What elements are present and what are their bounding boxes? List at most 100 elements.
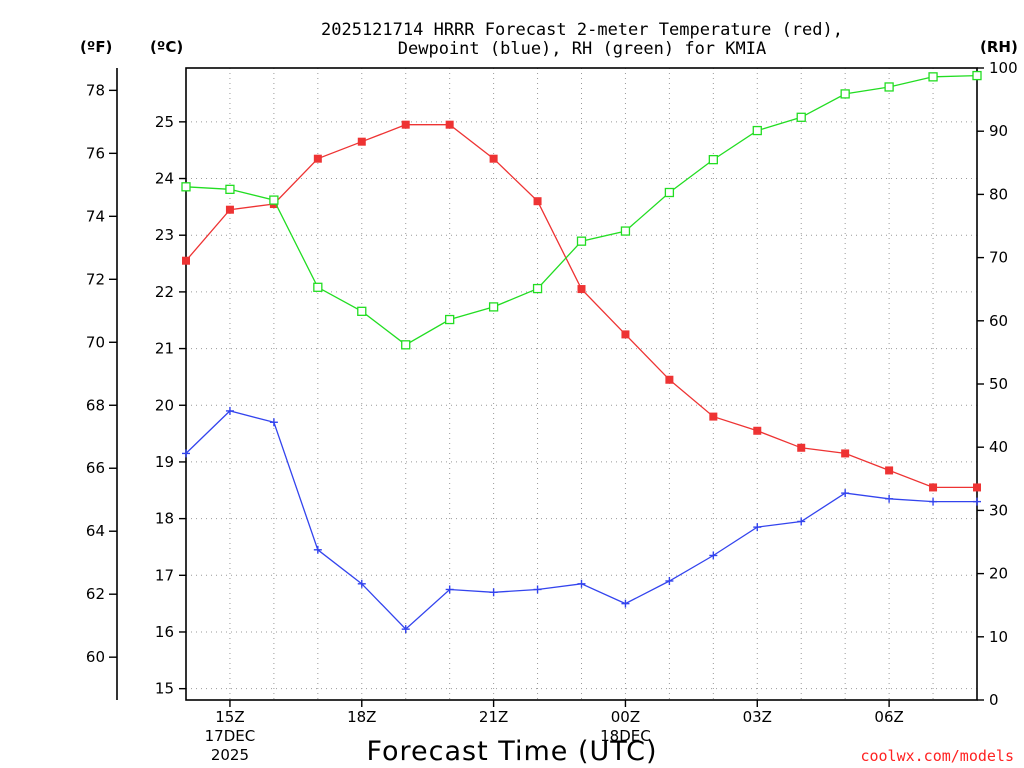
data-point <box>577 285 586 294</box>
data-point <box>973 483 981 492</box>
data-point <box>445 120 454 129</box>
rh-tick-label: 0 <box>989 691 999 709</box>
rh-tick-label: 50 <box>989 375 1008 393</box>
data-point <box>533 585 542 594</box>
data-point <box>488 302 499 312</box>
celsius-tick-label: 24 <box>155 170 174 188</box>
data-point <box>840 89 850 99</box>
data-point <box>621 599 630 608</box>
celsius-tick-label: 16 <box>155 623 174 641</box>
fahrenheit-tick-label: 68 <box>86 396 105 414</box>
x-axis-label: Forecast Time (UTC) <box>366 736 657 767</box>
data-point <box>357 306 367 316</box>
data-point <box>532 283 543 294</box>
data-point <box>313 282 323 292</box>
data-point <box>182 256 190 265</box>
x-tick-label: 00Z <box>611 708 640 726</box>
celsius-tick-label: 19 <box>155 453 174 471</box>
data-point <box>269 195 279 205</box>
x-tick-label: 03Z <box>743 708 772 726</box>
data-point <box>929 483 938 492</box>
data-point <box>929 497 938 506</box>
data-point <box>797 517 806 526</box>
axis-ticks: 15 16 17 18 19 20 21 22 23 24 25 60 62 64 66 68 70 72 74 76… <box>86 59 1018 764</box>
data-point <box>973 497 981 506</box>
data-point <box>884 82 894 92</box>
data-point <box>225 406 234 415</box>
fahrenheit-tick-label: 76 <box>86 144 105 162</box>
rh-tick-label: 80 <box>989 185 1008 203</box>
x-tick-label: 17DEC <box>205 727 256 745</box>
data-point <box>972 70 982 81</box>
fahrenheit-tick-label: 60 <box>86 648 105 666</box>
fahrenheit-tick-label: 66 <box>86 459 105 477</box>
fahrenheit-axis-label: (ºF) <box>80 38 112 56</box>
data-point <box>928 72 938 82</box>
fahrenheit-tick-label: 78 <box>86 81 105 99</box>
data-point <box>621 330 630 339</box>
data-point <box>489 154 498 163</box>
rh-axis-label: (RH) <box>980 38 1018 56</box>
x-tick-label: 06Z <box>874 708 903 726</box>
data-point <box>313 154 322 163</box>
series-2 <box>181 70 982 350</box>
data-point <box>709 412 718 421</box>
rh-tick-label: 100 <box>989 59 1018 77</box>
data-point <box>885 494 894 503</box>
celsius-tick-label: 20 <box>155 396 174 414</box>
data-point <box>225 184 235 194</box>
celsius-tick-label: 21 <box>155 340 174 358</box>
data-point <box>620 226 631 236</box>
data-point <box>401 120 410 129</box>
chart-title-line-2: Dewpoint (blue), RH (green) for KMIA <box>398 39 766 59</box>
data-point <box>797 443 806 452</box>
data-point <box>445 585 454 594</box>
data-point <box>885 466 894 475</box>
rh-tick-label: 20 <box>989 565 1008 583</box>
data-point <box>533 197 542 206</box>
data-point <box>753 426 762 435</box>
x-tick-label: 21Z <box>479 708 508 726</box>
data-point <box>796 112 806 122</box>
data-point <box>357 579 366 588</box>
data-point <box>664 187 675 198</box>
rh-tick-label: 30 <box>989 501 1008 519</box>
data-point <box>269 418 278 427</box>
data-point <box>665 375 674 384</box>
x-tick-label: 18DEC <box>600 727 651 745</box>
data-point <box>401 625 410 634</box>
fahrenheit-tick-label: 74 <box>86 207 105 225</box>
data-point <box>577 579 586 588</box>
grid-lines <box>185 68 978 700</box>
data-point <box>181 182 191 192</box>
data-point <box>182 449 190 458</box>
rh-tick-label: 10 <box>989 628 1008 646</box>
x-tick-label: 15Z <box>215 708 244 726</box>
data-point <box>357 137 366 146</box>
series-line <box>185 74 978 346</box>
data-point <box>841 449 850 458</box>
celsius-tick-label: 17 <box>155 566 174 584</box>
fahrenheit-tick-label: 70 <box>86 333 105 351</box>
rh-tick-label: 60 <box>989 312 1008 330</box>
data-point <box>576 236 587 246</box>
rh-tick-label: 90 <box>989 122 1008 140</box>
chart-title-line-1: 2025121714 HRRR Forecast 2-meter Tempera… <box>321 20 843 40</box>
data-point <box>225 205 234 214</box>
fahrenheit-tick-label: 64 <box>86 522 105 540</box>
data-point <box>753 523 762 532</box>
celsius-axis-label: (ºC) <box>150 38 183 56</box>
data-point <box>665 576 674 585</box>
rh-tick-label: 40 <box>989 438 1008 456</box>
series-line <box>185 124 977 489</box>
data-point <box>445 314 455 325</box>
series-0 <box>182 120 981 492</box>
data-point <box>709 551 718 560</box>
series-layer <box>181 70 982 634</box>
x-tick-label: 2025 <box>211 746 249 764</box>
celsius-tick-label: 18 <box>155 510 174 528</box>
celsius-tick-label: 25 <box>155 113 174 131</box>
celsius-tick-label: 15 <box>155 680 174 698</box>
fahrenheit-tick-label: 72 <box>86 270 105 288</box>
